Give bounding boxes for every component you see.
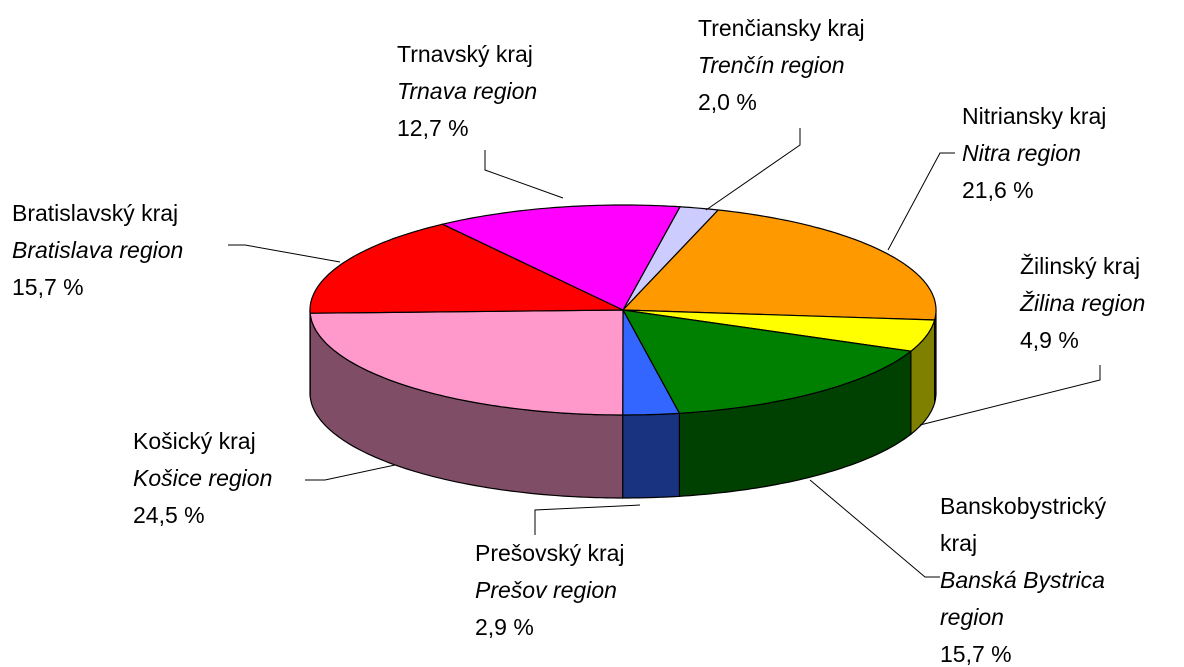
slice [309, 223, 624, 314]
leader-line [919, 365, 1101, 426]
slice [309, 309, 624, 416]
value-label: 15,7 % [12, 274, 84, 300]
value-label: 2,0 % [698, 89, 757, 115]
region-translation: Prešov region [475, 577, 617, 603]
leader-line [534, 504, 641, 535]
region-name: Trnavský kraj [397, 41, 533, 67]
slice-label: Trenčiansky kraj Trenčín region 2,0 % [698, 10, 998, 121]
region-translation: Žilina region [1020, 290, 1146, 316]
slice-label: Nitriansky kraj Nitra region 21,6 % [962, 98, 1182, 209]
region-translation: Banská Bystrica region [940, 567, 1105, 630]
slice [622, 309, 681, 416]
region-name: Košický kraj [133, 428, 256, 454]
region-translation: Nitra region [962, 140, 1081, 166]
region-name: Trenčiansky kraj [698, 15, 865, 41]
value-label: 21,6 % [962, 177, 1034, 203]
region-name: Bratislavský kraj [12, 200, 179, 226]
leader-line [228, 244, 341, 263]
value-label: 12,7 % [397, 115, 469, 141]
slice-label: Bratislavský kraj Bratislava region 15,7 % [12, 195, 252, 306]
slice-label: Žilinský kraj Žilina region 4,9 % [1020, 248, 1184, 359]
slice-label: Banskobystrický kraj Banská Bystrica regi… [940, 488, 1130, 667]
slice-side [622, 412, 680, 499]
region-name: Žilinský kraj [1020, 253, 1141, 279]
region-name: Banskobystrický kraj [940, 493, 1107, 556]
slice [622, 309, 936, 352]
slice [621, 209, 937, 321]
leader-line [887, 152, 955, 251]
slice [621, 309, 913, 414]
slice-label: Trnavský kraj Trnava region 12,7 % [397, 36, 617, 147]
leader-line [484, 150, 564, 199]
region-name: Nitriansky kraj [962, 103, 1107, 129]
region-name: Prešovský kraj [475, 540, 625, 566]
leader-line [705, 128, 801, 211]
leader-line [809, 479, 940, 578]
slice [440, 204, 681, 311]
region-translation: Trenčín region [698, 52, 845, 78]
value-label: 15,7 % [940, 641, 1012, 667]
leader-line [305, 464, 396, 481]
value-label: 2,9 % [475, 614, 534, 640]
slice-label: Košický kraj Košice region 24,5 % [133, 423, 353, 534]
region-translation: Košice region [133, 465, 273, 491]
value-label: 24,5 % [133, 502, 205, 528]
region-translation: Bratislava region [12, 237, 184, 263]
region-translation: Trnava region [397, 78, 538, 104]
value-label: 4,9 % [1020, 327, 1079, 353]
slice-label: Prešovský kraj Prešov region 2,9 % [475, 535, 695, 646]
